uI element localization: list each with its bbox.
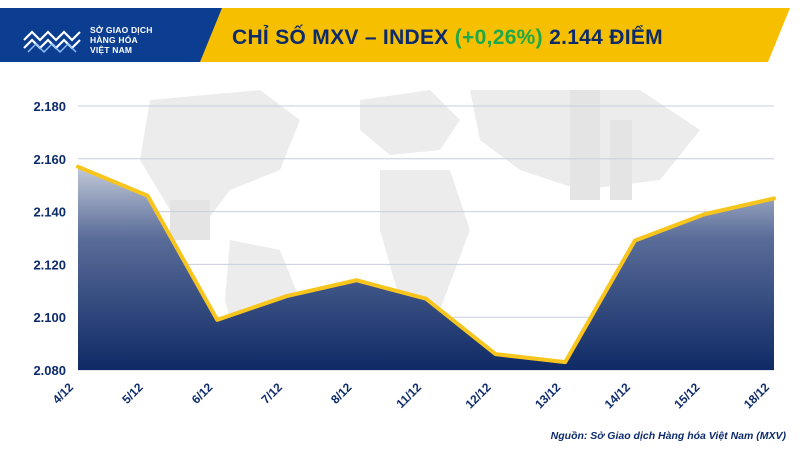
y-tick-label: 2.140	[33, 205, 66, 220]
logo-line: SỞ GIAO DỊCH	[90, 25, 153, 35]
data-point	[563, 360, 567, 364]
x-tick-label: 5/12	[119, 380, 146, 407]
logo-line: VIỆT NAM	[90, 45, 133, 55]
y-tick-label: 2.100	[33, 310, 66, 325]
y-tick-label: 2.120	[33, 257, 66, 272]
x-tick-label: 4/12	[50, 380, 77, 407]
mxv-logo: SỞ GIAO DỊCH HÀNG HÓA VIỆT NAM	[22, 22, 202, 58]
logo-text: SỞ GIAO DỊCH HÀNG HÓA VIỆT NAM	[90, 25, 153, 55]
mxv-logo-icon	[23, 30, 81, 53]
world-map-background	[140, 90, 700, 370]
y-axis-ticks: 2.080 2.100 2.120 2.140 2.160 2.180	[33, 99, 66, 378]
area-fill	[78, 166, 774, 370]
x-tick-label: 13/12	[532, 380, 563, 411]
data-point	[702, 212, 706, 216]
x-tick-label: 12/12	[463, 380, 494, 411]
x-tick-label: 11/12	[393, 380, 424, 411]
data-point	[215, 318, 219, 322]
x-tick-label: 14/12	[602, 380, 633, 411]
source-note: Nguồn: Sở Giao dịch Hàng hóa Việt Nam (M…	[550, 430, 786, 442]
title-change: (+0,26%)	[454, 26, 543, 49]
data-point	[146, 194, 150, 198]
x-tick-label: 18/12	[741, 380, 772, 411]
logo-line: HÀNG HÓA	[90, 35, 138, 45]
x-axis-ticks: 4/12 5/12 6/12 7/12 8/12 11/12 12/12 13/12 14/12…	[50, 380, 773, 411]
x-tick-label: 6/12	[189, 380, 216, 407]
data-point	[633, 239, 637, 243]
area-layer	[76, 164, 776, 370]
chart-title: CHỈ SỐ MXV – INDEX (+0,26%) 2.144 ĐIỂM	[232, 26, 663, 56]
x-tick-label: 8/12	[328, 380, 355, 407]
data-point	[354, 278, 358, 282]
x-tick-label: 7/12	[259, 380, 286, 407]
data-point	[424, 297, 428, 301]
header-banner	[0, 8, 790, 62]
x-tick-label: 15/12	[671, 380, 702, 411]
title-prefix: CHỈ SỐ MXV – INDEX	[232, 26, 455, 49]
data-point	[76, 165, 80, 169]
data-point	[285, 294, 289, 298]
y-tick-label: 2.180	[33, 99, 66, 114]
y-tick-label: 2.160	[33, 152, 66, 167]
y-tick-label: 2.080	[33, 363, 66, 378]
title-value: 2.144 ĐIỂM	[542, 26, 663, 49]
data-point	[772, 196, 776, 200]
data-point	[494, 352, 498, 356]
